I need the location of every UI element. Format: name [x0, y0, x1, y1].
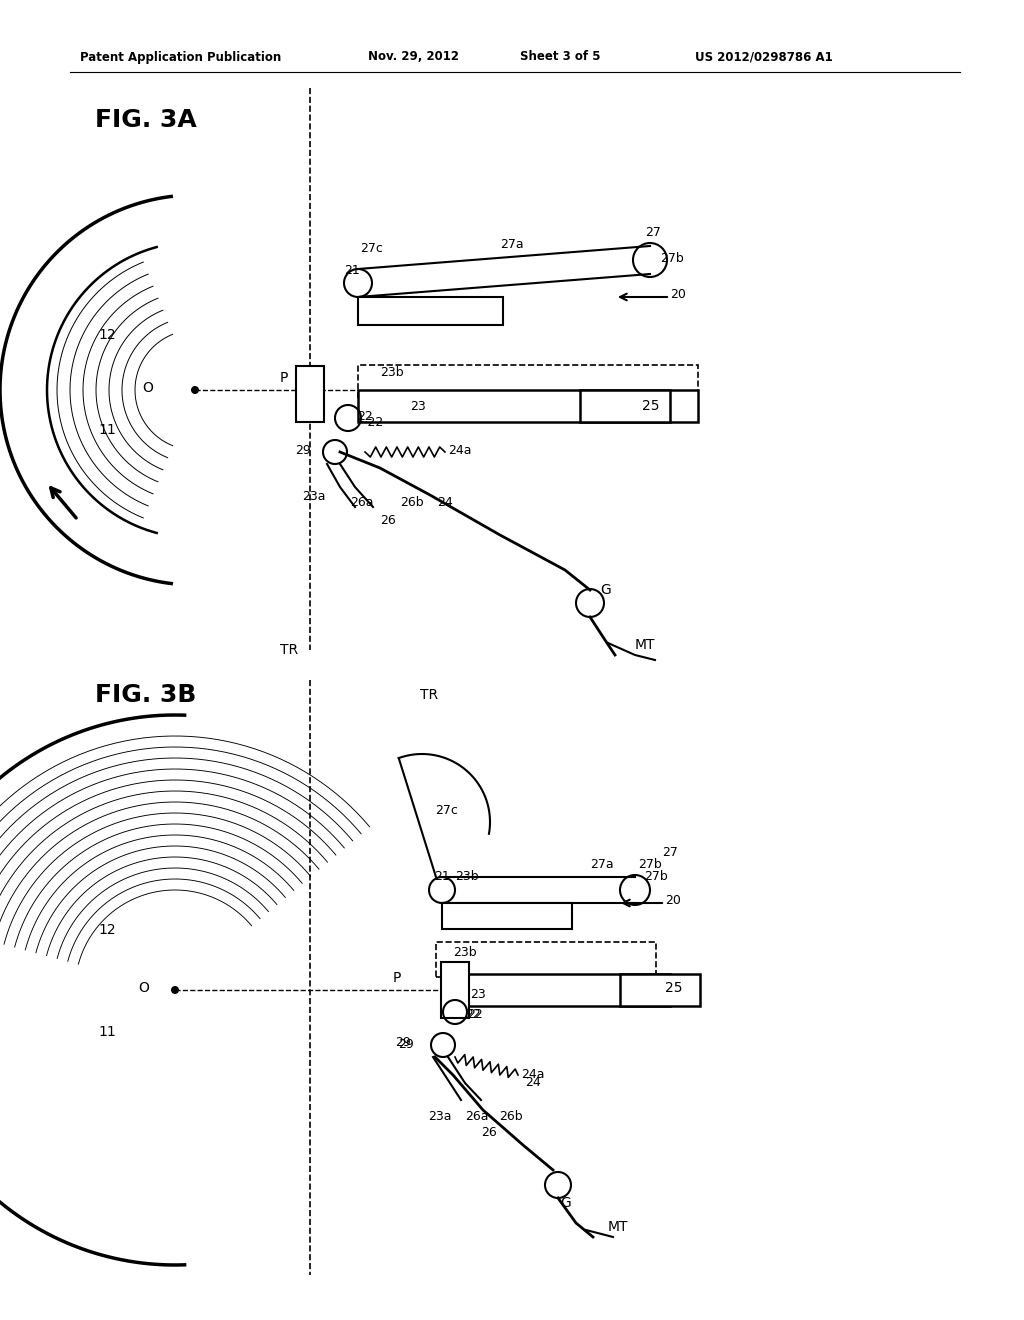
Bar [358, 389, 698, 422]
Text: P: P [393, 972, 401, 985]
Text: FIG. 3A: FIG. 3A [95, 108, 197, 132]
Text: TR: TR [420, 688, 438, 702]
Text: TR: TR [280, 643, 298, 657]
Text: 27: 27 [662, 846, 678, 858]
Text: 27: 27 [645, 226, 660, 239]
Text: 23: 23 [470, 989, 485, 1002]
Text: 23: 23 [410, 400, 426, 412]
Text: 12: 12 [98, 327, 116, 342]
Text: 24a: 24a [449, 444, 471, 457]
Text: 23a: 23a [428, 1110, 452, 1123]
Text: 26: 26 [481, 1126, 497, 1139]
Bar [442, 903, 572, 929]
Text: 20: 20 [665, 894, 681, 907]
Text: 27b: 27b [660, 252, 684, 264]
Text: 26a: 26a [350, 495, 374, 508]
Text: 22: 22 [357, 409, 373, 422]
Text: MT: MT [635, 638, 655, 652]
Text: MT: MT [608, 1220, 629, 1234]
Text: 21: 21 [434, 870, 450, 883]
Text: 27a: 27a [500, 239, 523, 252]
Text: 23a: 23a [302, 491, 326, 503]
Text: 23b: 23b [380, 366, 403, 379]
Text: P: P [280, 371, 289, 385]
Bar [445, 974, 670, 1006]
Text: 29: 29 [398, 1039, 414, 1052]
Bar [620, 974, 700, 1006]
Text: 23b: 23b [455, 870, 478, 883]
Bar [441, 962, 469, 1018]
Text: 21: 21 [344, 264, 359, 276]
Circle shape [171, 986, 179, 994]
Text: O: O [138, 981, 148, 995]
Text: 29: 29 [295, 444, 310, 457]
Circle shape [191, 385, 199, 393]
Text: 27c: 27c [435, 804, 458, 817]
Text: 25: 25 [665, 981, 683, 995]
Text: 27a: 27a [590, 858, 613, 871]
Text: 24: 24 [525, 1077, 541, 1089]
Text: Sheet 3 of 5: Sheet 3 of 5 [520, 50, 600, 63]
Bar [358, 366, 698, 400]
Text: US 2012/0298786 A1: US 2012/0298786 A1 [695, 50, 833, 63]
Text: 25: 25 [642, 399, 659, 413]
Text: O: O [142, 381, 153, 395]
Text: 27b: 27b [644, 870, 668, 883]
Text: ~22: ~22 [358, 417, 384, 429]
Text: 11: 11 [98, 1026, 116, 1039]
Bar [358, 297, 503, 325]
Text: 26b: 26b [499, 1110, 522, 1123]
Text: 26b: 26b [400, 495, 424, 508]
Text: 23b: 23b [453, 945, 476, 958]
Text: G: G [560, 1196, 570, 1210]
Text: 22: 22 [465, 1007, 480, 1020]
Text: 12: 12 [98, 923, 116, 937]
Bar [296, 366, 324, 422]
Text: FIG. 3B: FIG. 3B [95, 682, 197, 708]
Text: G: G [600, 583, 610, 597]
Text: 20: 20 [670, 289, 686, 301]
Bar [436, 942, 656, 977]
Text: 22: 22 [467, 1007, 482, 1020]
Text: 24a: 24a [521, 1068, 545, 1081]
Text: 27b: 27b [638, 858, 662, 871]
Text: 24: 24 [437, 495, 453, 508]
Bar [580, 389, 670, 422]
Text: 11: 11 [98, 422, 116, 437]
Text: Nov. 29, 2012: Nov. 29, 2012 [368, 50, 459, 63]
Text: 29: 29 [395, 1036, 411, 1049]
Text: 26a: 26a [465, 1110, 488, 1123]
Text: 27c: 27c [360, 242, 383, 255]
Text: Patent Application Publication: Patent Application Publication [80, 50, 282, 63]
Text: 26: 26 [380, 513, 395, 527]
